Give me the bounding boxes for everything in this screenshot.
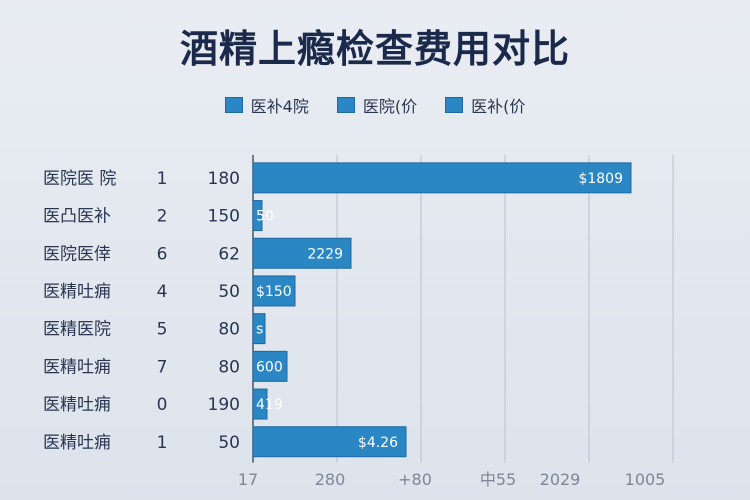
row-label: 医精吐痈 <box>43 357 111 377</box>
bar-data-label: 2229 <box>307 246 343 262</box>
bar <box>253 163 631 193</box>
row-value: 50 <box>218 282 240 302</box>
row-index: 4 <box>157 282 168 302</box>
row-value: 80 <box>218 357 240 377</box>
row-label: 医精吐痈 <box>43 282 111 302</box>
row-label: 医院医倖 <box>43 244 111 264</box>
row-value: 190 <box>208 395 240 415</box>
row-value: 150 <box>208 207 240 227</box>
row-index: 1 <box>157 433 168 453</box>
bar-data-label: s <box>256 322 263 338</box>
bar-data-label: $4.26 <box>358 435 398 451</box>
row-value: 62 <box>218 244 240 264</box>
row-index: 1 <box>157 169 168 189</box>
x-tick-label: +80 <box>398 470 432 489</box>
row-label: 医院医 院 <box>43 169 116 189</box>
x-tick-label: 中55 <box>480 470 516 489</box>
row-index: 5 <box>157 320 168 340</box>
bar-data-label: $150 <box>256 284 292 300</box>
row-index: 7 <box>157 357 168 377</box>
x-tick-label: 280 <box>315 470 346 489</box>
bar-data-label: $1809 <box>578 171 623 187</box>
row-label: 医精吐痈 <box>43 433 111 453</box>
row-label: 医精吐痈 <box>43 395 111 415</box>
row-value: 180 <box>208 169 240 189</box>
row-value: 50 <box>218 433 240 453</box>
row-value: 80 <box>218 320 240 340</box>
row-index: 6 <box>157 244 168 264</box>
bar-data-label: 419 <box>256 397 283 413</box>
row-index: 2 <box>157 207 168 227</box>
bar-data-label: 50 <box>256 209 274 225</box>
row-label: 医凸医补 <box>43 207 111 227</box>
row-label: 医精医院 <box>43 320 111 340</box>
bar-data-label: 600 <box>256 359 283 375</box>
x-tick-label: 1005 <box>625 470 666 489</box>
x-tick-label: 2029 <box>540 470 581 489</box>
x-tick-label: 17 <box>238 470 258 489</box>
row-index: 0 <box>157 395 168 415</box>
